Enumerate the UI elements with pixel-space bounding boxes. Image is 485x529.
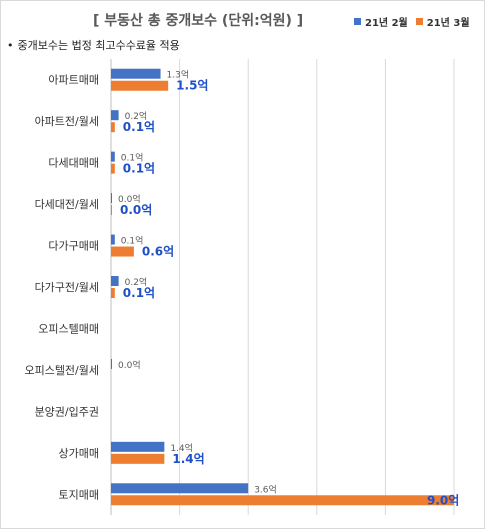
- legend-label-feb: 21년 2월: [365, 18, 408, 29]
- bar-feb: [111, 193, 112, 204]
- bar-mar: [111, 205, 112, 216]
- bar-feb: [111, 151, 115, 162]
- chart-title: [ 부동산 총 중개보수 (단위:억원) ]: [93, 13, 304, 29]
- bar-feb: [111, 68, 161, 79]
- data-label-feb: 0.2억: [125, 276, 148, 288]
- category-label: 오피스텔전/월세: [24, 364, 99, 377]
- bar-mar: [111, 163, 115, 174]
- data-label-feb: 0.0억: [118, 359, 141, 371]
- category-label: 아파트전/월세: [35, 115, 99, 128]
- data-label-feb: 1.3억: [167, 69, 190, 81]
- note-text: 중개보수는 법정 최고수수료율 적용: [17, 39, 180, 52]
- legend-label-mar: 21년 3월: [426, 18, 470, 29]
- category-label: 오피스텔매매: [38, 322, 99, 335]
- bar-feb: [111, 358, 112, 369]
- legend-swatch-mar: [415, 18, 423, 25]
- bullet-icon: •: [7, 39, 14, 52]
- category-label: 다가구매매: [48, 240, 99, 253]
- category-label: 토지매매: [59, 488, 99, 501]
- data-label-mar: 9.0억: [427, 493, 459, 507]
- data-label-feb: 1.4억: [170, 442, 193, 454]
- data-label-feb: 0.0억: [118, 193, 141, 205]
- legend-item-feb: 21년 2월: [354, 14, 408, 29]
- legend-item-mar: 21년 3월: [415, 14, 470, 29]
- data-label-mar: 0.1억: [123, 162, 155, 176]
- category-label: 다세대매매: [48, 157, 99, 170]
- bar-feb: [111, 234, 115, 245]
- data-label-mar: 0.1억: [123, 286, 155, 300]
- legend: 21년 2월 21년 3월: [354, 14, 478, 29]
- bar-feb: [111, 483, 249, 494]
- data-label-mar: 1.4억: [172, 452, 204, 466]
- data-label-mar: 0.1억: [123, 120, 155, 134]
- data-label-mar: 0.6억: [142, 245, 174, 259]
- bar-mar: [111, 80, 169, 91]
- data-label-mar: 1.5억: [176, 79, 208, 93]
- category-label: 분양권/입주권: [35, 405, 99, 418]
- category-label: 아파트매매: [48, 74, 99, 87]
- bar-mar: [111, 246, 134, 257]
- bar-mar: [111, 453, 165, 464]
- chart-note: • 중개보수는 법정 최고수수료율 적용: [7, 37, 180, 53]
- data-label-feb: 0.2억: [125, 110, 148, 122]
- data-label-mar: 0.0억: [120, 203, 152, 217]
- bar-mar: [111, 288, 115, 298]
- bar-mar: [111, 495, 454, 506]
- bar-feb: [111, 441, 165, 452]
- bar-mar: [111, 122, 115, 133]
- category-label: 상가매매: [59, 447, 99, 460]
- category-label: 다세대전/월세: [35, 198, 99, 211]
- legend-swatch-feb: [354, 18, 361, 25]
- bar-feb: [111, 110, 119, 121]
- data-label-feb: 3.6억: [254, 483, 277, 495]
- data-label-feb: 0.1억: [121, 235, 144, 247]
- category-label: 다가구전/월세: [35, 281, 99, 294]
- data-label-feb: 0.1억: [121, 152, 144, 164]
- bar-feb: [111, 276, 119, 286]
